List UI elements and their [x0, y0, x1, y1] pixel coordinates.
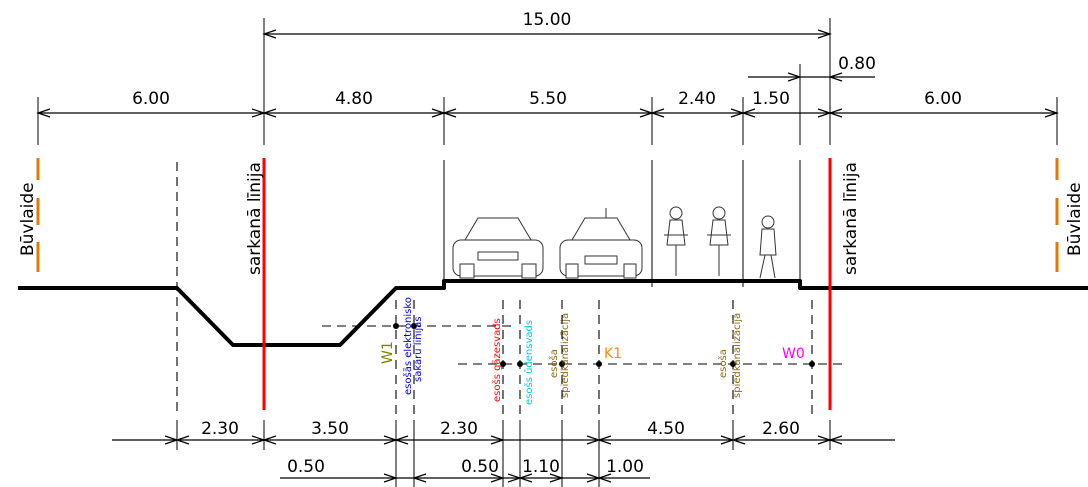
- utility-w1: W1: [380, 341, 396, 364]
- dim-total: 15.00: [523, 10, 572, 30]
- dim-top-5: 1.50: [752, 89, 790, 109]
- car-rear-icon: [559, 208, 643, 279]
- ground-profile: [18, 279, 1088, 347]
- dim-bottom-9: 1.00: [606, 457, 644, 477]
- dashed-verticals: [176, 162, 848, 415]
- cyclist-icon: [707, 206, 731, 276]
- car-front-icon: [452, 217, 544, 279]
- dim-top-3: 5.50: [529, 89, 567, 109]
- building-line-label-left: Būvlaide: [18, 182, 38, 256]
- dim-small: 0.80: [838, 54, 876, 74]
- utility-sewer1-a: esoša: [548, 349, 560, 378]
- dim-bottom-2: 3.50: [311, 419, 349, 439]
- building-line-left: Būvlaide: [18, 158, 40, 272]
- bottom-dimensions-row1: [112, 420, 895, 487]
- red-line-label-right: sarkanā līnija: [841, 162, 861, 275]
- top-dimensions: 15.00 0.80 6.00 4.80 5.50 2.40 1.50 6.00: [36, 10, 1059, 145]
- utility-sewer2-a: esoša: [717, 349, 729, 378]
- dim-top-2: 4.80: [335, 89, 373, 109]
- utility-k1: K1: [604, 346, 622, 362]
- dim-bottom-6: 0.50: [287, 457, 325, 477]
- bottom-dimensions-row2: [280, 473, 650, 483]
- dim-top-1: 6.00: [132, 89, 170, 109]
- red-line-label-left: sarkanā līnija: [245, 162, 265, 275]
- lane-dividers: [443, 160, 801, 287]
- building-line-right: Būvlaide: [1055, 158, 1085, 272]
- dim-bottom-5: 2.60: [762, 419, 800, 439]
- dim-bottom-7: 0.50: [461, 457, 499, 477]
- dim-bottom-8: 1.10: [522, 457, 560, 477]
- utility-water: esošs ūdensvads: [523, 320, 535, 405]
- utility-sewer2-b: spiedkanalizācija: [732, 313, 743, 398]
- pedestrian-icon: [759, 215, 777, 279]
- cyclist-icon: [664, 206, 688, 276]
- utility-w0: W0: [782, 346, 805, 362]
- building-line-label-right: Būvlaide: [1065, 182, 1085, 256]
- dim-bottom-4: 4.50: [647, 419, 685, 439]
- utility-comm-1: esošās elektronisko: [402, 297, 414, 395]
- dim-bottom-1: 2.30: [201, 419, 239, 439]
- utility-gas: esošs gāzesvads: [491, 318, 503, 402]
- dim-top-4: 2.40: [678, 89, 716, 109]
- dim-top-6: 6.00: [924, 89, 962, 109]
- utility-sewer1-b: spiedkanalizācija: [560, 313, 571, 398]
- utility-points: [393, 323, 815, 367]
- dim-ticks-top: [36, 108, 1059, 118]
- utility-comm-2: sakaru līnijas: [413, 317, 424, 383]
- dim-bottom-3: 2.30: [440, 419, 478, 439]
